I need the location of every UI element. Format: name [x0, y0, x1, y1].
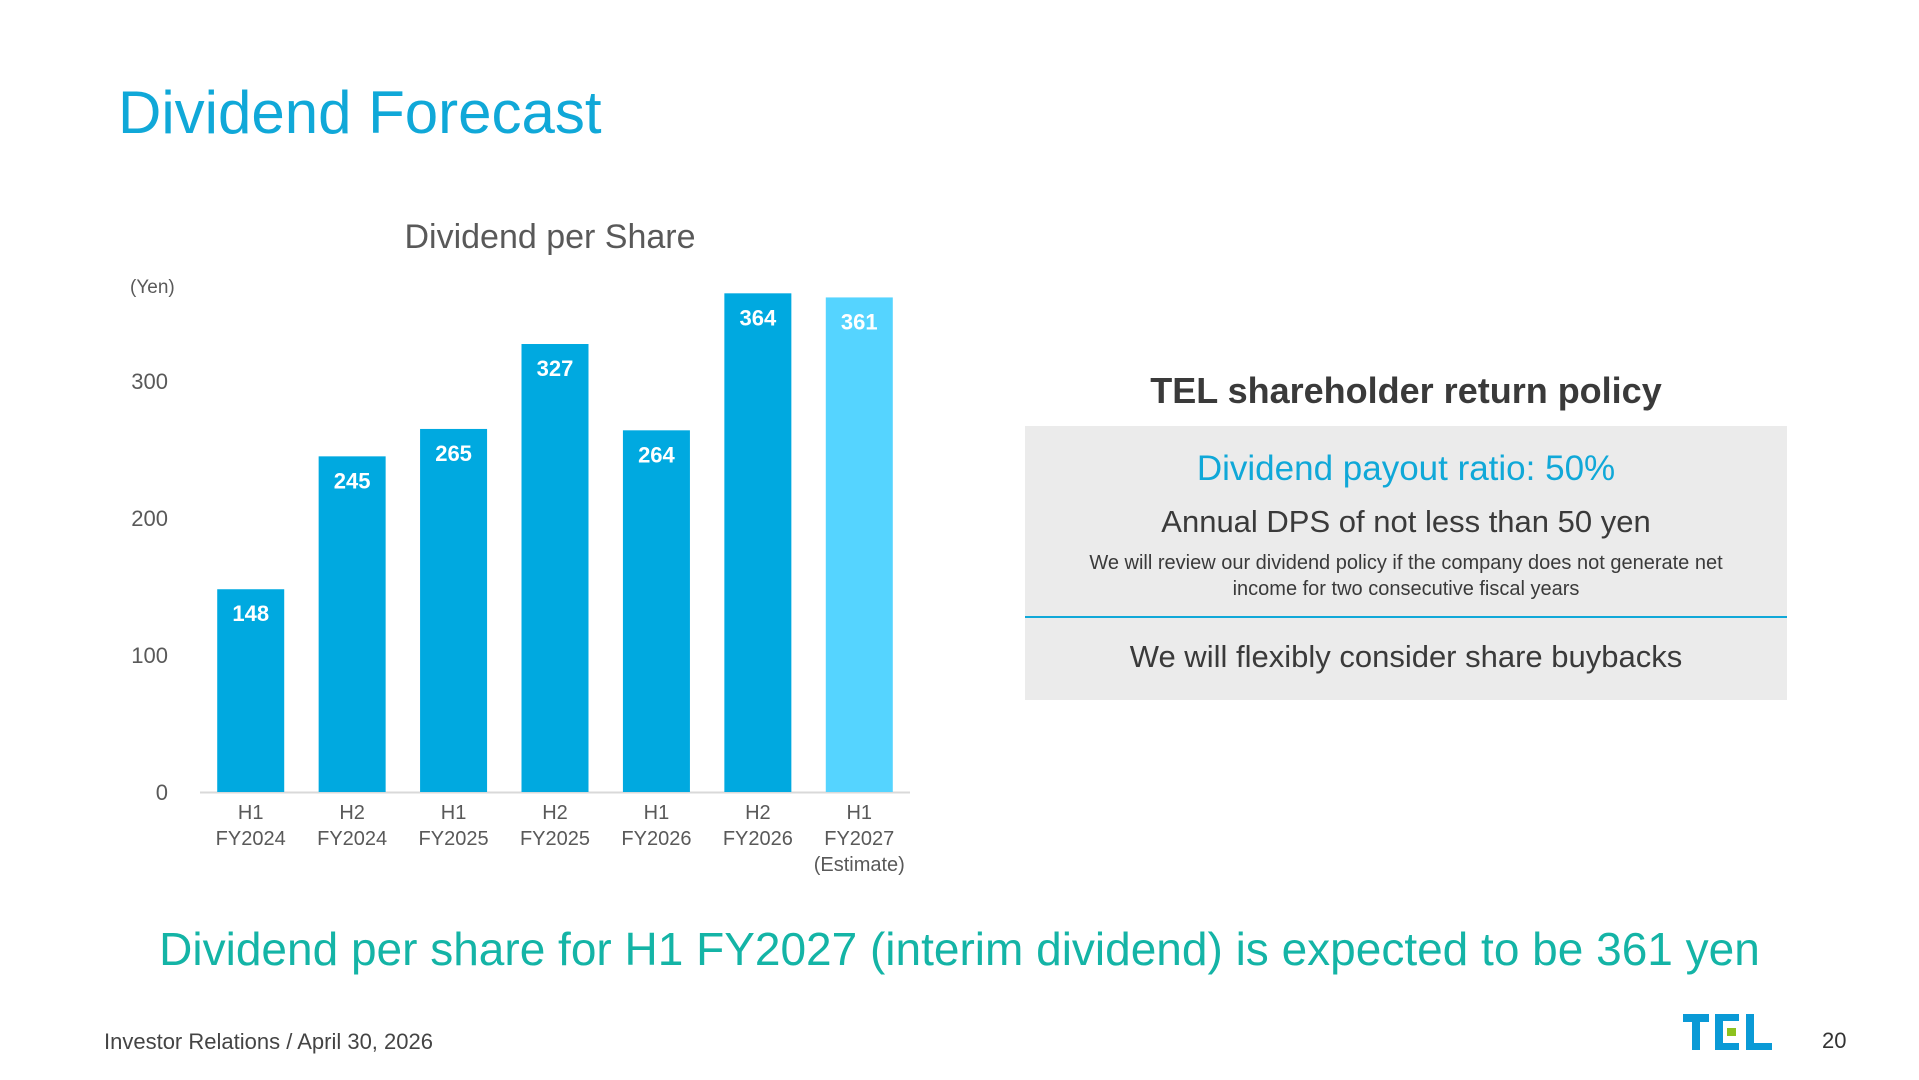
- x-tick-label-line: FY2024: [317, 828, 387, 850]
- annual-dps-text: Annual DPS of not less than 50 yen: [1161, 504, 1651, 539]
- policy-heading: TEL shareholder return policy: [1150, 370, 1662, 411]
- y-tick-label: 100: [131, 643, 168, 668]
- bar-value-label: 264: [638, 442, 675, 467]
- bar-value-label: 327: [537, 356, 574, 381]
- footer-text: Investor Relations / April 30, 2026: [104, 1029, 433, 1054]
- y-axis-label: (Yen): [130, 277, 175, 298]
- bar: [521, 344, 589, 792]
- bar: [420, 428, 488, 792]
- y-tick-label: 200: [131, 506, 168, 531]
- x-tick-label: H1 FY2024: [216, 802, 286, 850]
- x-tick-label-line: H2: [339, 802, 365, 824]
- x-tick-label-line: H1: [644, 802, 670, 824]
- x-tick-label: H1 FY2025: [419, 802, 489, 850]
- x-tick-label-line: FY2025: [419, 828, 489, 850]
- bar-value-label: 245: [334, 468, 371, 493]
- bar-value-label: 364: [739, 305, 776, 330]
- policy-dividend-section: Dividend payout ratio: 50% Annual DPS of…: [1025, 426, 1787, 617]
- policy-divider: [1025, 616, 1787, 618]
- x-tick-label-line: H1: [846, 802, 872, 824]
- x-tick-label-line: (Estimate): [814, 854, 905, 876]
- bar-value-label: 148: [232, 601, 269, 626]
- payout-ratio-text: Dividend payout ratio: 50%: [1196, 449, 1616, 488]
- x-tick-label-line: FY2027: [824, 828, 894, 850]
- x-tick-label: H2 FY2025: [520, 802, 590, 850]
- review-note-text: We will review our dividend policy if th…: [1089, 552, 1723, 600]
- x-tick-label-line: FY2026: [621, 828, 691, 850]
- page-number: 20: [1822, 1028, 1847, 1053]
- x-tick-label-line: FY2024: [216, 828, 286, 850]
- x-tick-label-line: H1: [441, 802, 467, 824]
- buyback-text: We will flexibly consider share buybacks: [1129, 639, 1683, 674]
- x-tick-label-line: H1: [238, 802, 264, 824]
- y-tick-label: 0: [156, 780, 168, 805]
- conclusion-text: Dividend per share for H1 FY2027 (interi…: [159, 923, 1760, 975]
- x-tick-label: H2 FY2026: [723, 802, 793, 850]
- x-tick-label: H1 FY2026: [621, 802, 691, 850]
- x-tick-label: H2 FY2024: [317, 802, 387, 850]
- tel-logo: [1683, 1014, 1772, 1050]
- chart-title: Dividend per Share: [404, 218, 695, 256]
- x-tick-label-line: FY2026: [723, 828, 793, 850]
- bar-value-label: 361: [841, 309, 878, 334]
- x-tick-label-line: FY2025: [520, 828, 590, 850]
- bar: [724, 293, 792, 792]
- bar: [825, 297, 893, 792]
- page-title: Dividend Forecast: [118, 79, 602, 146]
- x-tick-label-line: H2: [542, 802, 568, 824]
- y-tick-label: 300: [131, 369, 168, 394]
- bar: [318, 456, 386, 792]
- bar: [217, 589, 285, 792]
- x-tick-label: H1 FY2027 (Estimate): [814, 802, 905, 876]
- bar-value-label: 265: [435, 441, 472, 466]
- policy-box: Dividend payout ratio: 50% Annual DPS of…: [1025, 426, 1787, 700]
- x-tick-label-line: H2: [745, 802, 771, 824]
- bar: [622, 430, 690, 792]
